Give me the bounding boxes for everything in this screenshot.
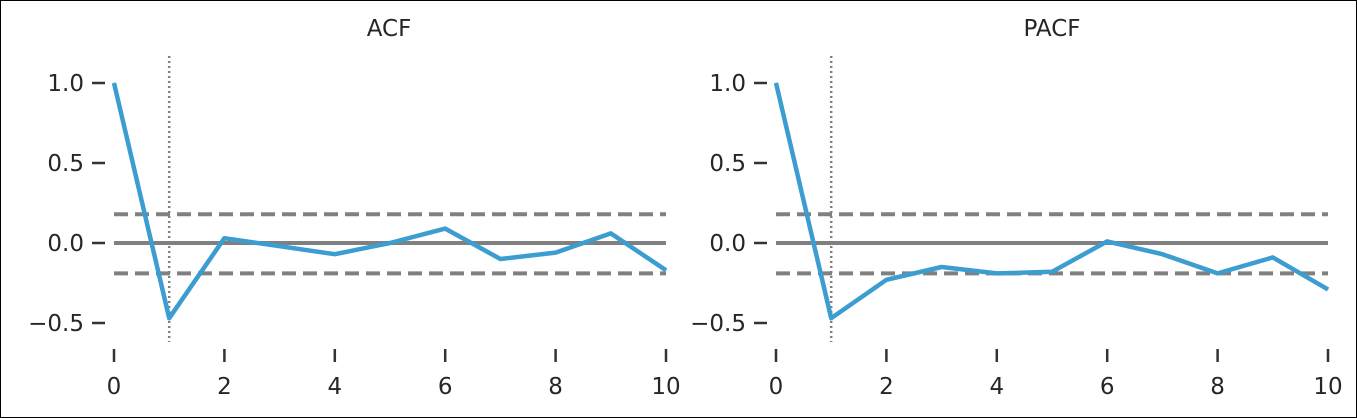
pacf-x-tick-label: 4	[989, 374, 1004, 400]
acf-data-point	[555, 252, 557, 254]
pacf-y-tick-label: 1.0	[709, 71, 746, 97]
pacf-data-point	[941, 266, 943, 268]
acf-y-axis: 1.0 0.5 0.0 −0.5	[28, 71, 105, 337]
acf-x-tick-label: 4	[327, 374, 342, 400]
acf-title: ACF	[367, 16, 412, 42]
pacf-data-point	[830, 317, 832, 319]
pacf-data-point	[1272, 256, 1274, 258]
pacf-data-point	[775, 82, 777, 84]
acf-data-point	[665, 269, 667, 271]
acf-data-point	[610, 232, 612, 234]
pacf-y-tick-label: 0.0	[709, 231, 746, 257]
acf-data-point	[279, 245, 281, 247]
acf-panel: ACF 1.0 0.5 0.0 −0.5 0 2 4 6 8 10	[28, 16, 681, 400]
pacf-y-axis: 1.0 0.5 0.0 −0.5	[690, 71, 767, 337]
pacf-correlation-line	[773, 82, 1330, 321]
acf-data-point	[334, 253, 336, 255]
pacf-data-point	[1217, 272, 1219, 274]
pacf-title: PACF	[1023, 16, 1080, 42]
acf-x-axis: 0 2 4 6 8 10	[107, 349, 681, 400]
acf-x-tick-label: 6	[438, 374, 453, 400]
pacf-y-tick-label: 0.5	[709, 151, 746, 177]
pacf-data-point	[1327, 288, 1329, 290]
pacf-data-point	[1051, 271, 1053, 273]
acf-data-point	[223, 237, 225, 239]
pacf-x-tick-label: 6	[1100, 374, 1115, 400]
pacf-data-point	[996, 272, 998, 274]
pacf-x-axis: 0 2 4 6 8 10	[769, 349, 1343, 400]
acf-series	[111, 82, 668, 321]
pacf-x-tick-label: 10	[1313, 374, 1342, 400]
acf-data-point	[389, 242, 391, 244]
acf-x-tick-label: 0	[107, 374, 122, 400]
acf-data-point	[499, 258, 501, 260]
pacf-data-point	[1106, 240, 1108, 242]
pacf-data-point	[1161, 253, 1163, 255]
acf-data-point	[444, 228, 446, 230]
acf-x-tick-label: 10	[651, 374, 680, 400]
pacf-x-tick-label: 8	[1210, 374, 1225, 400]
acf-x-tick-label: 2	[217, 374, 232, 400]
pacf-y-tick-label: −0.5	[690, 311, 746, 337]
pacf-panel: PACF 1.0 0.5 0.0 −0.5 0 2 4 6 8 10	[690, 16, 1343, 400]
acf-x-tick-label: 8	[548, 374, 563, 400]
acf-data-point	[168, 317, 170, 319]
acf-reference-lines	[114, 56, 666, 342]
acf-correlation-line	[111, 82, 668, 321]
acf-y-tick-label: 0.0	[47, 231, 84, 257]
acf-y-tick-label: 1.0	[47, 71, 84, 97]
pacf-data-point	[885, 279, 887, 281]
pacf-series	[773, 82, 1330, 321]
acf-data-point	[113, 82, 115, 84]
pacf-x-tick-label: 0	[769, 374, 784, 400]
acf-y-tick-label: −0.5	[28, 311, 84, 337]
acf-y-tick-label: 0.5	[47, 151, 84, 177]
pacf-x-tick-label: 2	[879, 374, 894, 400]
